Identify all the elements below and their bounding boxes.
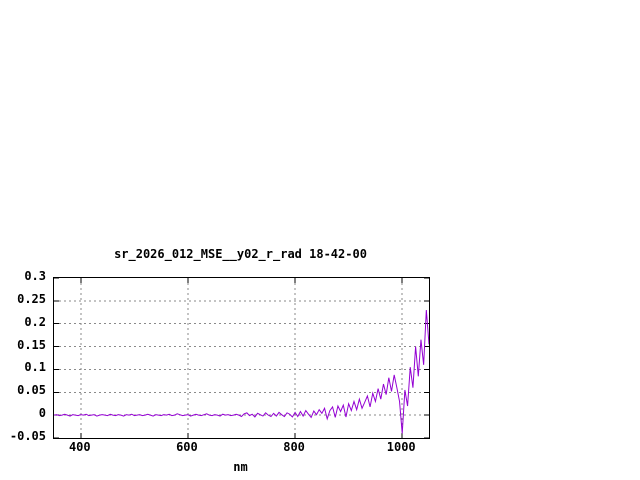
x-tick-label: 1000 xyxy=(386,440,416,454)
y-tick-label: 0 xyxy=(38,406,46,421)
data-series-line xyxy=(54,309,429,434)
chart-title: sr_2026_012_MSE__y02_r_rad 18-42-00 xyxy=(114,247,367,261)
y-tick-label: 0.2 xyxy=(24,314,46,329)
y-tick-label: 0.05 xyxy=(17,383,46,398)
y-tick-label: 0.15 xyxy=(17,337,46,352)
x-tick-label: 600 xyxy=(176,440,198,454)
x-tick-label: 400 xyxy=(68,440,91,454)
y-tick-label: 0.25 xyxy=(17,291,46,306)
plot-canvas xyxy=(54,278,429,438)
x-tick-label: 800 xyxy=(283,440,305,454)
y-tick-label: 0.3 xyxy=(24,269,46,283)
plot-area xyxy=(53,277,430,439)
y-tick-label: -0.05 xyxy=(9,429,46,443)
x-axis-label: nm xyxy=(233,460,248,474)
y-tick-label: 0.1 xyxy=(24,360,46,375)
